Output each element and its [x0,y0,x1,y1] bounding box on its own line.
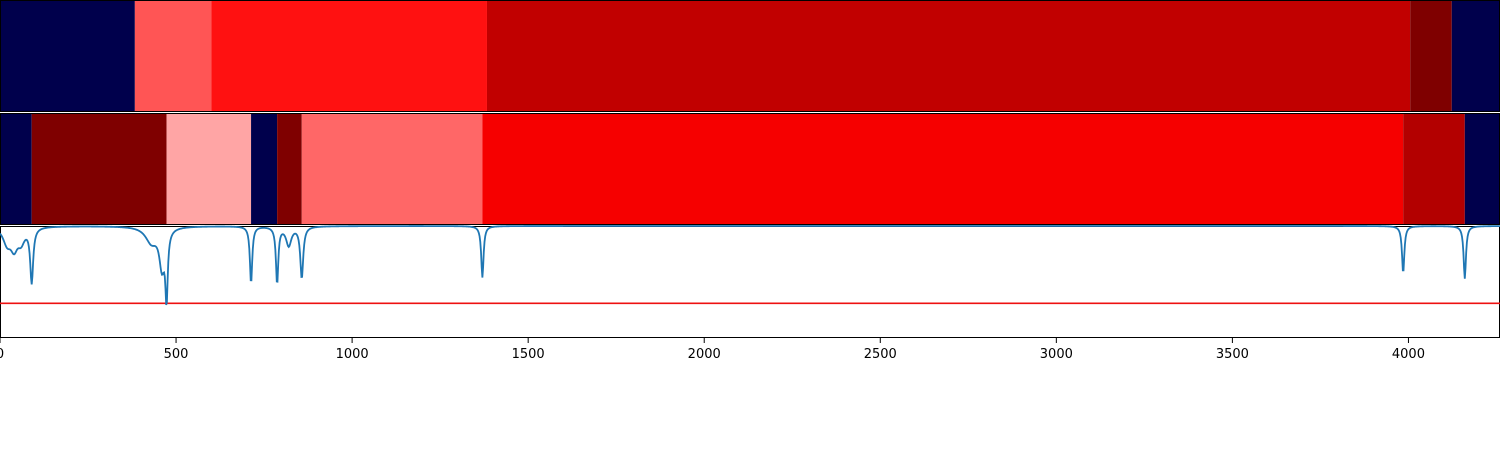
track-2-segment-4 [251,113,278,225]
track-2-segment-2 [31,113,167,225]
x-tick-label: 500 [164,347,189,362]
line-panel-frame [0,226,1500,338]
track-1-segment-5 [1410,0,1452,112]
track-1-segment-4 [486,0,1411,112]
segment-track-1 [0,0,1500,112]
track-2-segment-8 [1403,113,1465,225]
x-tick-label: 2500 [864,347,897,362]
track-1-segment-6 [1451,0,1500,112]
track-2-segment-9 [1464,113,1500,225]
x-tick-label: 1500 [512,347,545,362]
track-2-segment-3 [166,113,252,225]
x-tick-label: 4000 [1392,347,1425,362]
x-tick-label: 1000 [336,347,369,362]
track-2-segment-7 [482,113,1404,225]
x-tick-label: 0 [0,347,4,362]
track-2-segment-1 [0,113,32,225]
track-1-segment-1 [0,0,135,112]
signal-line [0,225,1500,306]
x-tick-label: 2000 [688,347,721,362]
segment-track-2 [0,113,1500,225]
x-tick-label: 3500 [1216,347,1249,362]
line-panel [0,225,1500,338]
track-1-segment-2 [134,0,212,112]
track-2-segment-5 [277,113,302,225]
x-axis: 0 500 1000 1500 2000 2500 3000 3500 4000 [0,338,1425,362]
track-1-segment-3 [211,0,487,112]
track-2-segment-6 [301,113,483,225]
x-tick-label: 3000 [1040,347,1073,362]
